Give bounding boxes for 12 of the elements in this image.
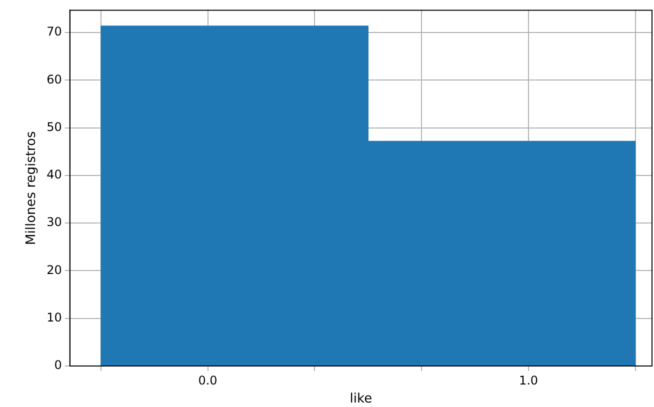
- x-tick-label: 1.0: [518, 373, 538, 388]
- y-tick-label: 0: [54, 358, 62, 372]
- y-tick-label: 50: [46, 120, 62, 134]
- y-tick-label: 60: [46, 72, 62, 86]
- y-tick-label: 30: [46, 215, 62, 230]
- y-tick-label: 70: [46, 24, 62, 39]
- x-axis-title: like: [350, 392, 372, 407]
- y-tick-label: 20: [46, 262, 62, 277]
- x-tick-label: 0.0: [198, 373, 218, 388]
- y-axis-title: Millones registros: [24, 131, 40, 245]
- y-tick-label: 40: [46, 168, 62, 182]
- y-tick-label: 10: [46, 310, 62, 324]
